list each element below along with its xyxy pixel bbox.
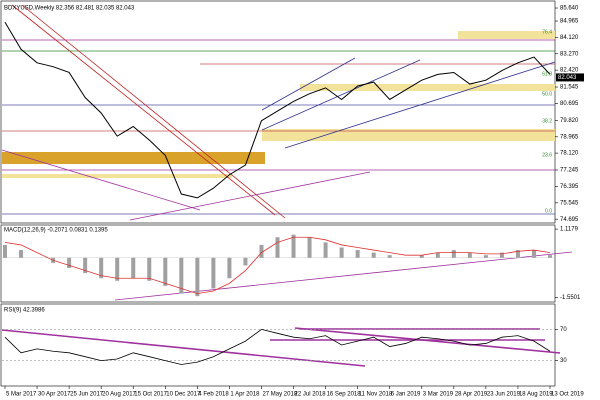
fib-label: 61.8 [542,71,552,77]
fib-label: 76.4 [542,29,552,35]
fib-label: 38.2 [542,118,552,124]
y-tick-label: 78.965 [560,134,579,140]
macd-bar [371,252,376,258]
x-tick-label: 11 Nov 2018 [359,392,393,398]
y-tick-label: 77.245 [560,168,579,174]
y-tick-label: 83.270 [560,51,579,57]
trend-line [1,329,366,367]
y-tick-label: 70 [560,327,567,333]
signal-line [4,236,551,295]
x-tick-label: 1 Apr 2018 [230,392,260,398]
x-tick-label: 15 Oct 2017 [134,392,167,398]
price-panel [0,0,556,224]
macd-bar [451,250,456,258]
y-tick-label: 85.640 [560,6,579,12]
fib-label: 50.0 [542,91,552,97]
x-tick-label: 5 Mar 2017 [6,392,37,398]
macd-bar [531,250,536,258]
last-price-label: 82.043 [558,75,577,81]
x-tick-label: 20 Aug 2017 [102,392,136,398]
macd-title: MACD(12,26,9) -0.2071 0.0831 0.1395 [4,228,108,234]
x-tick-label: 3 Mar 2019 [423,392,454,398]
rsi-panel [0,303,556,387]
macd-bar [19,250,24,258]
x-tick-label: 13 Oct 2019 [551,392,584,398]
x-tick-label: 18 Aug 2019 [519,392,553,398]
y-tick-label: 84.120 [560,35,579,41]
x-tick-label: 28 Apr 2019 [455,392,488,398]
macd-bar [259,244,264,258]
macd-bar [195,257,200,297]
x-tick-label: 25 Jun 2017 [70,392,104,398]
fib-label: 0.0 [545,208,552,214]
y-tick-label: 78.120 [560,151,579,157]
zone [458,31,555,39]
macd-bar [548,255,552,258]
macd-panel [0,224,556,303]
x-tick-label: 10 Dec 2017 [166,392,201,398]
channel-line [284,61,556,149]
macd-bar [307,237,312,258]
y-tick-label: -1.5501 [560,295,581,301]
macd-bar [515,250,520,258]
macd-bar [387,255,392,258]
y-tick-label: 79.820 [560,118,579,124]
trend-line [11,4,276,216]
macd-bar [83,257,88,274]
chart-title: BDXYUSD,Weekly 82.356 82.481 82.035 82.0… [4,6,135,12]
x-tick-label: 22 Jul 2018 [295,392,327,398]
macd-bar [243,257,248,266]
macd-bar [275,237,280,258]
y-tick-label: 84.965 [560,19,579,25]
last-price-box [556,73,584,82]
y-tick-label: 82.420 [560,68,579,74]
y-tick-label: 80.695 [560,101,579,107]
fib-label: 23.6 [542,152,552,158]
zone [2,174,232,178]
macd-bar [467,252,472,258]
macd-bar [227,257,232,279]
macd-bar [131,257,136,279]
y-tick-label: 81.545 [560,85,579,91]
macd-bar [291,234,296,258]
trend-line [129,171,371,221]
rsi-title: RSI(9) 42.3986 [4,308,45,314]
macd-bar [147,257,152,281]
macd-bar [163,257,168,286]
macd-bar [435,252,440,258]
y-tick-label: 30 [560,358,567,364]
macd-bar [483,255,488,258]
y-tick-label: 76.395 [560,184,579,190]
macd-bar [115,257,120,281]
macd-bar [99,257,104,279]
x-tick-label: 30 Apr 2017 [38,392,71,398]
rsi-line [4,328,551,365]
price-line [4,22,551,199]
trend-line [21,4,286,219]
channel-line [261,57,356,111]
y-tick-label: 1.1179 [560,227,579,233]
macd-bar [339,247,344,258]
y-tick-label: 75.545 [560,200,579,206]
macd-bar [355,250,360,258]
macd-bar [323,242,328,258]
macd-bar [3,244,7,258]
x-tick-label: 16 Sep 2018 [327,392,362,398]
macd-bar [211,257,216,289]
macd-bar [499,252,504,258]
x-tick-label: 4 Feb 2018 [198,392,229,398]
x-tick-label: 23 Jun 2019 [487,392,521,398]
x-tick-label: 27 May 2018 [262,392,297,398]
macd-bar [67,257,72,268]
x-tick-label: 6 Jan 2019 [391,392,421,398]
macd-bar [419,255,424,258]
zone [300,84,555,91]
channel-line [261,59,421,131]
trend-line [1,149,201,211]
y-tick-label: 74.695 [560,217,579,223]
macd-bar [179,257,184,294]
